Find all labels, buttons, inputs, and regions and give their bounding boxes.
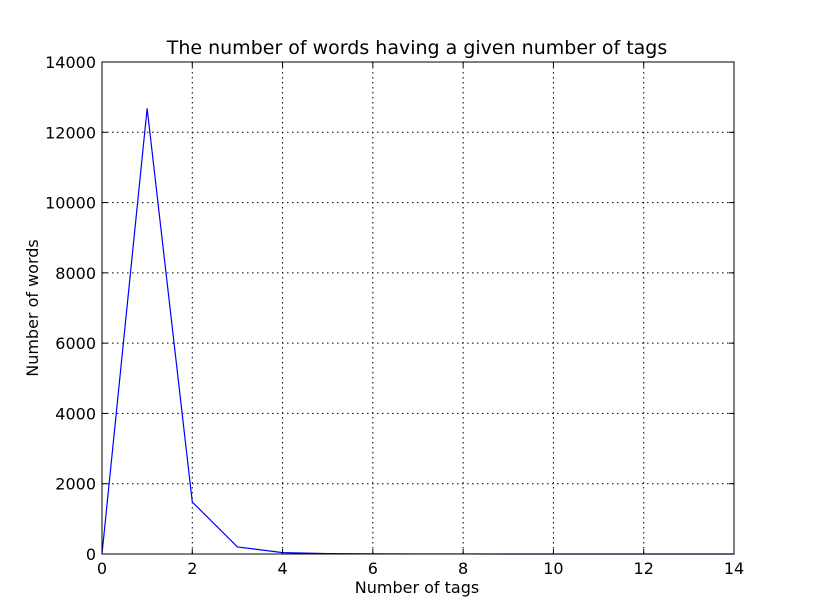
x-tick-label: 14	[724, 559, 744, 578]
x-tick-label: 4	[277, 559, 287, 578]
x-tick-labels: 0 2 4 6 8 10 12 14	[97, 559, 744, 578]
y-tick-label: 14000	[45, 53, 96, 72]
y-tick-label: 2000	[55, 475, 96, 494]
y-tick-labels: 0 2000 4000 6000 8000 10000 12000 14000	[45, 53, 96, 564]
y-tick-label: 4000	[55, 404, 96, 423]
ticks	[101, 61, 735, 555]
chart-title: The number of words having a given numbe…	[166, 37, 668, 59]
y-tick-label: 6000	[55, 334, 96, 353]
x-tick-label: 0	[97, 559, 107, 578]
y-tick-label: 12000	[45, 123, 96, 142]
x-tick-label: 6	[368, 559, 378, 578]
y-axis-label: Number of words	[23, 239, 42, 377]
x-axis-label: Number of tags	[355, 578, 479, 597]
plot-frame	[101, 61, 735, 555]
x-tick-label: 8	[458, 559, 468, 578]
x-tick-label: 12	[634, 559, 654, 578]
x-tick-label: 2	[187, 559, 197, 578]
y-tick-label: 10000	[45, 194, 96, 213]
y-tick-label: 0	[86, 545, 96, 564]
x-tick-label: 10	[543, 559, 563, 578]
y-tick-label: 8000	[55, 264, 96, 283]
